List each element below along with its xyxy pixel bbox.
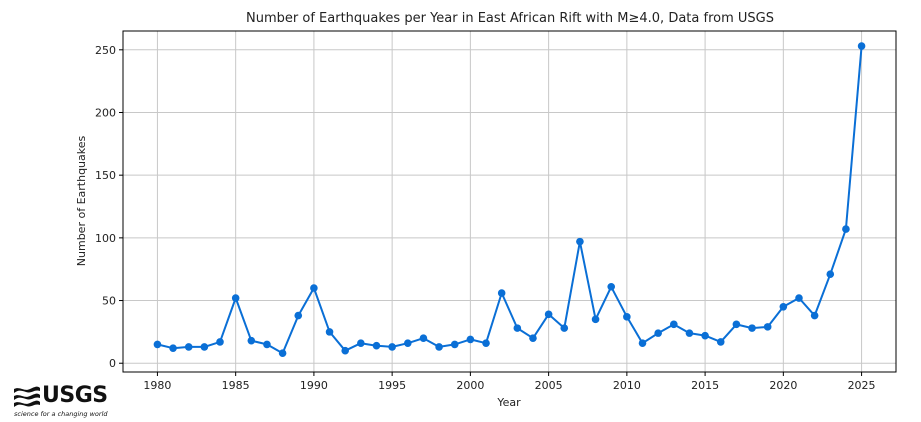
x-tick-label: 2000	[456, 379, 484, 392]
data-point	[403, 339, 412, 347]
data-point	[732, 320, 741, 329]
series-line	[157, 45, 863, 355]
data-point	[497, 289, 506, 297]
data-point	[591, 315, 600, 324]
x-tick-label: 1990	[300, 379, 328, 392]
data-point	[763, 323, 772, 331]
data-point	[372, 341, 381, 350]
data-point	[216, 338, 224, 346]
plot-frame	[122, 30, 897, 373]
data-point	[701, 331, 709, 340]
x-tick-label: 2025	[848, 379, 876, 392]
y-tick-label: 100	[95, 232, 116, 245]
data-point	[278, 349, 287, 357]
data-point	[748, 324, 756, 332]
x-tick-label: 2015	[691, 379, 719, 392]
usgs-wave-icon	[14, 386, 40, 407]
data-point	[263, 340, 271, 349]
chart-title: Number of Earthquakes per Year in East A…	[246, 11, 774, 26]
data-point	[826, 270, 835, 279]
data-point	[169, 344, 177, 352]
data-point	[576, 237, 584, 246]
data-point	[529, 334, 537, 342]
x-tick-label: 1995	[378, 379, 406, 392]
grid-lines	[123, 31, 896, 372]
data-point	[341, 346, 349, 355]
y-tick-label: 150	[95, 169, 116, 182]
x-tick-label: 2010	[613, 379, 641, 392]
data-point	[231, 294, 240, 302]
data-point	[357, 339, 365, 347]
data-point	[153, 340, 162, 349]
data-point	[419, 334, 428, 342]
data-point	[623, 313, 631, 321]
data-point	[857, 42, 866, 50]
y-tick-label: 0	[109, 357, 116, 370]
usgs-logo: USGS science for a changing world	[14, 383, 114, 420]
data-point	[654, 329, 662, 337]
data-point	[795, 294, 803, 302]
y-tick-label: 200	[95, 106, 116, 119]
data-point	[388, 343, 396, 351]
data-point	[716, 338, 725, 346]
data-point	[435, 343, 443, 351]
data-point	[810, 311, 819, 320]
data-point	[779, 303, 788, 311]
data-point	[670, 320, 678, 329]
x-axis-ticks: 1980 1985 1990 1995 2000 2005 2010 2015 2020 2025	[143, 372, 876, 392]
data-point	[325, 328, 334, 336]
data-point	[607, 282, 616, 291]
y-tick-label: 50	[102, 295, 116, 308]
data-point	[482, 339, 490, 347]
data-point	[247, 336, 256, 345]
data-point	[544, 310, 553, 319]
data-point	[184, 343, 193, 351]
data-point	[638, 339, 647, 347]
data-point	[200, 343, 209, 351]
data-point	[842, 225, 850, 233]
x-tick-label: 2005	[535, 379, 563, 392]
y-axis-ticks: 0 50 100 150 200 250	[95, 44, 123, 370]
data-point	[294, 311, 303, 320]
data-point	[310, 284, 318, 292]
y-axis-label: Number of Earthquakes	[75, 136, 88, 267]
x-tick-label: 2020	[769, 379, 797, 392]
data-point	[685, 329, 694, 337]
data-point	[560, 324, 569, 332]
x-axis-label: Year	[496, 396, 521, 409]
usgs-logo-tagline: science for a changing world	[14, 410, 108, 418]
usgs-logo-text: USGS	[42, 383, 108, 408]
y-tick-label: 250	[95, 44, 116, 57]
data-point	[450, 340, 459, 349]
series-group	[153, 42, 866, 357]
data-point	[513, 324, 522, 332]
x-tick-label: 1985	[222, 379, 250, 392]
data-point	[466, 335, 475, 344]
x-tick-label: 1980	[143, 379, 171, 392]
